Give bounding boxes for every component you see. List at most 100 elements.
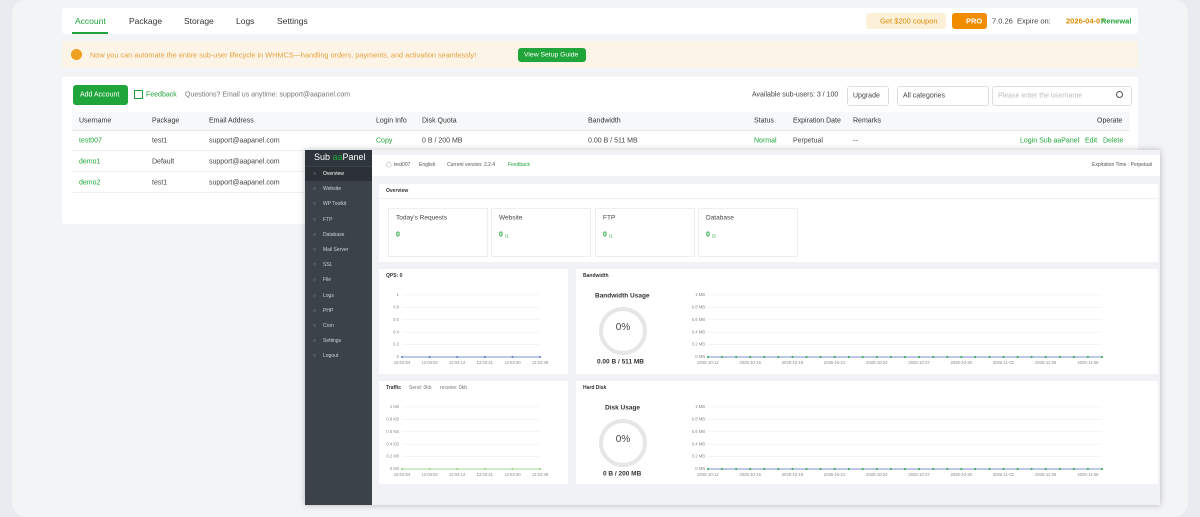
point	[806, 356, 808, 358]
point	[1059, 356, 1061, 358]
y-tick-label: 1	[397, 292, 400, 297]
point	[820, 468, 822, 470]
x-tick-label: 12:03:03	[421, 360, 438, 365]
x-tick-label: 2025-10-21	[824, 472, 846, 477]
point	[862, 468, 864, 470]
point	[820, 356, 822, 358]
point	[1059, 468, 1061, 470]
x-tick-label: 2025-10-24	[866, 472, 888, 477]
y-tick-label: 0 KB	[390, 466, 399, 471]
point	[1073, 356, 1075, 358]
point	[904, 356, 906, 358]
point	[777, 356, 779, 358]
point	[735, 356, 737, 358]
x-tick-label: 2025-10-12	[697, 360, 719, 365]
x-tick-label: 2025-10-30	[951, 360, 973, 365]
x-tick-label: 2025-11-05	[1035, 472, 1057, 477]
point	[848, 468, 850, 470]
point	[988, 468, 990, 470]
y-tick-label: 0 MB	[695, 354, 705, 359]
y-tick-label: 0.6 MB	[692, 429, 705, 434]
point	[806, 468, 808, 470]
x-tick-label: 12:03:39	[532, 360, 549, 365]
point	[946, 468, 948, 470]
point	[918, 356, 920, 358]
point	[1017, 468, 1019, 470]
x-tick-label: 2025-10-18	[782, 472, 804, 477]
x-tick-label: 2025-11-05	[1035, 360, 1057, 365]
y-tick-label: 0.8	[393, 305, 399, 310]
y-tick-label: 0.6 KB	[386, 429, 399, 434]
y-tick-label: 0 MB	[695, 466, 705, 471]
y-tick-label: 0.4	[393, 329, 399, 334]
x-tick-label: 2025-10-15	[740, 472, 762, 477]
x-tick-label: 12:03:21	[477, 472, 494, 477]
point	[721, 356, 723, 358]
y-tick-label: 0.4 MB	[692, 441, 705, 446]
point	[974, 356, 976, 358]
point	[456, 356, 458, 358]
point	[511, 356, 513, 358]
y-tick-label: 1 MB	[695, 292, 705, 297]
x-tick-label: 12:03:30	[504, 360, 521, 365]
point	[876, 356, 878, 358]
point	[876, 468, 878, 470]
y-tick-label: 0.2	[393, 342, 399, 347]
x-tick-label: 2025-11-02	[993, 360, 1015, 365]
point	[539, 468, 541, 470]
point	[707, 468, 709, 470]
point	[960, 356, 962, 358]
y-tick-label: 0.4 MB	[692, 329, 705, 334]
y-tick-label: 0.6 MB	[692, 317, 705, 322]
point	[848, 356, 850, 358]
point	[1003, 468, 1005, 470]
point	[539, 356, 541, 358]
point	[890, 356, 892, 358]
point	[918, 468, 920, 470]
point	[1045, 356, 1047, 358]
y-tick-label: 0.8 MB	[692, 305, 705, 310]
point	[974, 468, 976, 470]
y-tick-label: 1 MB	[695, 404, 705, 409]
point	[429, 356, 431, 358]
x-tick-label: 12:03:21	[477, 360, 494, 365]
point	[735, 468, 737, 470]
x-tick-label: 2025-11-02	[993, 472, 1015, 477]
y-tick-label: 0.8 KB	[386, 417, 399, 422]
point	[862, 356, 864, 358]
point	[960, 468, 962, 470]
x-tick-label: 12:03:30	[504, 472, 521, 477]
y-tick-label: 0.6	[393, 317, 399, 322]
point	[1031, 468, 1033, 470]
point	[1087, 356, 1089, 358]
point	[511, 468, 513, 470]
point	[1101, 356, 1103, 358]
y-tick-label: 0.8 MB	[692, 417, 705, 422]
x-tick-label: 2025-10-15	[740, 360, 762, 365]
point	[834, 468, 836, 470]
point	[1087, 468, 1089, 470]
point	[763, 468, 765, 470]
point	[1045, 468, 1047, 470]
x-tick-label: 2025-11-08	[1077, 472, 1099, 477]
point	[932, 468, 934, 470]
point	[1003, 356, 1005, 358]
x-tick-label: 2025-11-08	[1077, 360, 1099, 365]
x-tick-label: 12:03:12	[449, 360, 466, 365]
x-tick-label: 2025-10-27	[908, 360, 930, 365]
x-tick-label: 2025-10-21	[824, 360, 846, 365]
point	[777, 468, 779, 470]
point	[721, 468, 723, 470]
x-tick-label: 2025-10-24	[866, 360, 888, 365]
point	[1017, 356, 1019, 358]
point	[932, 356, 934, 358]
point	[749, 356, 751, 358]
point	[484, 468, 486, 470]
x-tick-label: 2025-10-12	[697, 472, 719, 477]
point	[946, 356, 948, 358]
point	[484, 356, 486, 358]
point	[890, 468, 892, 470]
x-tick-label: 12:02:54	[394, 472, 411, 477]
point	[1073, 468, 1075, 470]
